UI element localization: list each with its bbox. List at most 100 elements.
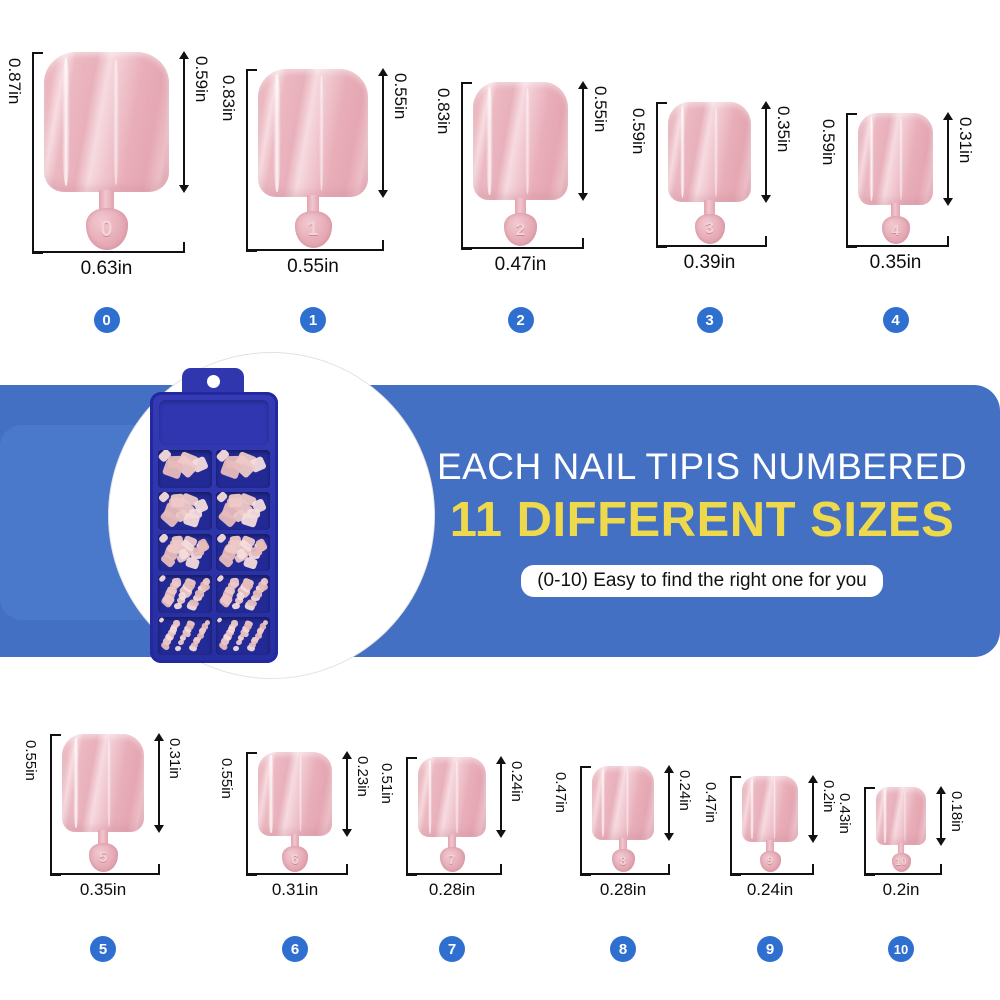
nail-plate-6 xyxy=(258,752,332,836)
total-height-bracket-1 xyxy=(246,69,257,252)
width-bracket-9 xyxy=(730,864,814,875)
total-height-bracket-7 xyxy=(406,757,417,876)
nail-tab-10: 10 xyxy=(891,853,911,872)
plate-height-label-2: 0.55in xyxy=(591,86,610,133)
plate-height-label-7: 0.24in xyxy=(508,761,525,802)
total-height-bracket-5 xyxy=(50,734,61,876)
nail-tips-pile-7 xyxy=(216,575,270,612)
size-badge-8[interactable]: 8 xyxy=(610,936,636,962)
total-height-label-3: 0.59in xyxy=(629,108,648,155)
total-height-label-2: 0.83in xyxy=(434,88,453,135)
size-badge-7[interactable]: 7 xyxy=(439,936,465,962)
nail-tip-chip xyxy=(227,624,236,633)
nail-tab-number-10: 10 xyxy=(895,856,907,868)
nail-tab-0: 0 xyxy=(85,208,128,250)
nail-tab-7: 7 xyxy=(439,847,465,872)
total-height-bracket-8 xyxy=(580,766,591,876)
nail-stem-2 xyxy=(514,198,527,215)
nail-tip-chip xyxy=(252,589,262,598)
total-height-bracket-3 xyxy=(656,102,667,248)
plate-height-arrow-1 xyxy=(378,68,388,198)
case-lid-panel xyxy=(159,400,269,445)
case-compartment-1 xyxy=(216,450,270,488)
case-compartment-3 xyxy=(216,491,270,530)
nail-tip-chip xyxy=(158,617,165,624)
width-bracket-10 xyxy=(864,864,942,875)
size-badge-1[interactable]: 1 xyxy=(300,307,326,333)
size-badge-0[interactable]: 0 xyxy=(93,307,120,333)
plate-height-arrow-9 xyxy=(808,775,818,843)
plate-height-label-0: 0.59in xyxy=(192,56,211,103)
nail-tab-number-1: 1 xyxy=(307,219,319,240)
width-bracket-4 xyxy=(846,236,949,247)
nail-tip-chip xyxy=(158,533,169,544)
width-label-5: 0.35in xyxy=(79,880,127,899)
plate-height-arrow-6 xyxy=(342,751,352,837)
total-height-label-1: 0.83in xyxy=(219,75,238,122)
nail-tips-pile-5 xyxy=(216,533,269,571)
nail-tab-number-2: 2 xyxy=(515,220,526,239)
nail-tip-chip xyxy=(174,645,182,652)
nail-plate-2 xyxy=(473,82,568,200)
banner-headline: EACH NAIL TIPIS NUMBERED xyxy=(436,445,968,487)
total-height-bracket-9 xyxy=(730,776,741,876)
nail-tip-chip xyxy=(228,493,243,509)
nail-tab-8: 8 xyxy=(611,849,635,872)
nail-tab-number-7: 7 xyxy=(448,852,456,867)
nail-tab-number-5: 5 xyxy=(98,849,108,866)
nail-stem-9 xyxy=(766,840,774,853)
nail-plate-8 xyxy=(592,766,654,840)
nail-tip-chip xyxy=(216,533,227,544)
nail-stem-0 xyxy=(99,190,114,210)
width-label-8: 0.28in xyxy=(599,880,647,899)
nail-stem-1 xyxy=(306,195,320,213)
banner-note-pill: (0-10) Easy to find the right one for yo… xyxy=(521,564,883,597)
case-compartment-8 xyxy=(158,617,212,655)
nail-tab-number-6: 6 xyxy=(291,851,299,867)
case-compartment-grid xyxy=(158,450,270,655)
size-badge-3[interactable]: 3 xyxy=(696,307,723,333)
nail-tip-chip xyxy=(194,589,204,598)
nail-stem-3 xyxy=(704,200,715,216)
nail-tab-number-3: 3 xyxy=(705,220,714,237)
total-height-bracket-2 xyxy=(461,82,472,250)
size-badge-9[interactable]: 9 xyxy=(757,936,783,962)
nail-tab-9: 9 xyxy=(759,851,781,872)
nail-plate-9 xyxy=(742,776,798,842)
total-height-label-10: 0.43in xyxy=(836,793,853,834)
plate-height-label-8: 0.24in xyxy=(676,770,693,811)
size-badge-10[interactable]: 10 xyxy=(888,936,914,962)
width-bracket-1 xyxy=(246,240,384,251)
nail-plate-5 xyxy=(62,734,144,832)
nail-tab-2: 2 xyxy=(504,213,537,246)
width-label-3: 0.39in xyxy=(683,252,736,273)
nail-tips-pile-8 xyxy=(158,617,211,654)
nail-tip-case-image xyxy=(150,368,278,663)
width-label-1: 0.55in xyxy=(287,256,339,277)
case-compartment-5 xyxy=(216,533,270,572)
size-badge-5[interactable]: 5 xyxy=(90,936,116,962)
nail-tab-number-4: 4 xyxy=(891,221,900,239)
total-height-label-8: 0.47in xyxy=(552,772,569,813)
nail-tip-chip xyxy=(192,546,205,558)
nail-stem-7 xyxy=(447,835,457,849)
width-bracket-7 xyxy=(406,864,502,875)
size-badge-6[interactable]: 6 xyxy=(282,936,308,962)
total-height-label-9: 0.47in xyxy=(702,782,719,823)
nail-plate-10 xyxy=(876,787,926,845)
plate-height-label-5: 0.31in xyxy=(166,738,183,779)
nail-tip-chip xyxy=(192,637,201,645)
nail-tips-pile-9 xyxy=(216,617,269,654)
plate-height-arrow-4 xyxy=(943,112,953,206)
plate-height-arrow-0 xyxy=(179,51,189,193)
case-compartment-7 xyxy=(216,575,270,614)
nail-tab-3: 3 xyxy=(694,214,725,244)
nail-tips-pile-3 xyxy=(216,491,269,529)
nail-tab-1: 1 xyxy=(294,211,332,248)
banner-subheadline: 11 DIFFERENT SIZES xyxy=(449,492,955,547)
size-badge-4[interactable]: 4 xyxy=(882,307,909,333)
nail-tip-chip xyxy=(171,578,182,588)
plate-height-label-3: 0.35in xyxy=(774,106,793,153)
nail-tips-pile-0 xyxy=(158,450,211,487)
size-badge-2[interactable]: 2 xyxy=(507,307,534,333)
